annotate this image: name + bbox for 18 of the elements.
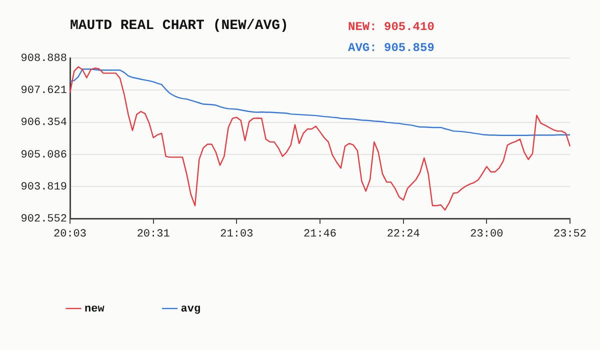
x-tick-label: 22:24: [386, 228, 420, 240]
y-tick-label: 902.552: [20, 214, 67, 226]
chart-title: MAUTD REAL CHART (NEW/AVG): [70, 18, 288, 34]
x-tick-label: 23:00: [470, 228, 504, 240]
y-tick-label: 903.819: [20, 182, 67, 194]
x-tick-label: 23:52: [553, 228, 587, 240]
x-tick-label: 20:03: [53, 228, 87, 240]
y-tick-label: 907.621: [20, 85, 68, 98]
y-tick-label: 905.086: [20, 149, 67, 162]
x-tick-label: 20:31: [136, 228, 170, 240]
legend-label: avg: [180, 303, 201, 316]
text: AVG: 905.859: [348, 41, 434, 55]
x-tick-label: 21:46: [303, 228, 337, 240]
x-tick-label: 21:03: [220, 228, 254, 240]
text: NEW: 905.410: [348, 20, 434, 34]
y-tick-label: 906.354: [20, 117, 68, 130]
y-tick-label: 908.888: [20, 52, 67, 65]
legend-label: new: [84, 303, 105, 316]
